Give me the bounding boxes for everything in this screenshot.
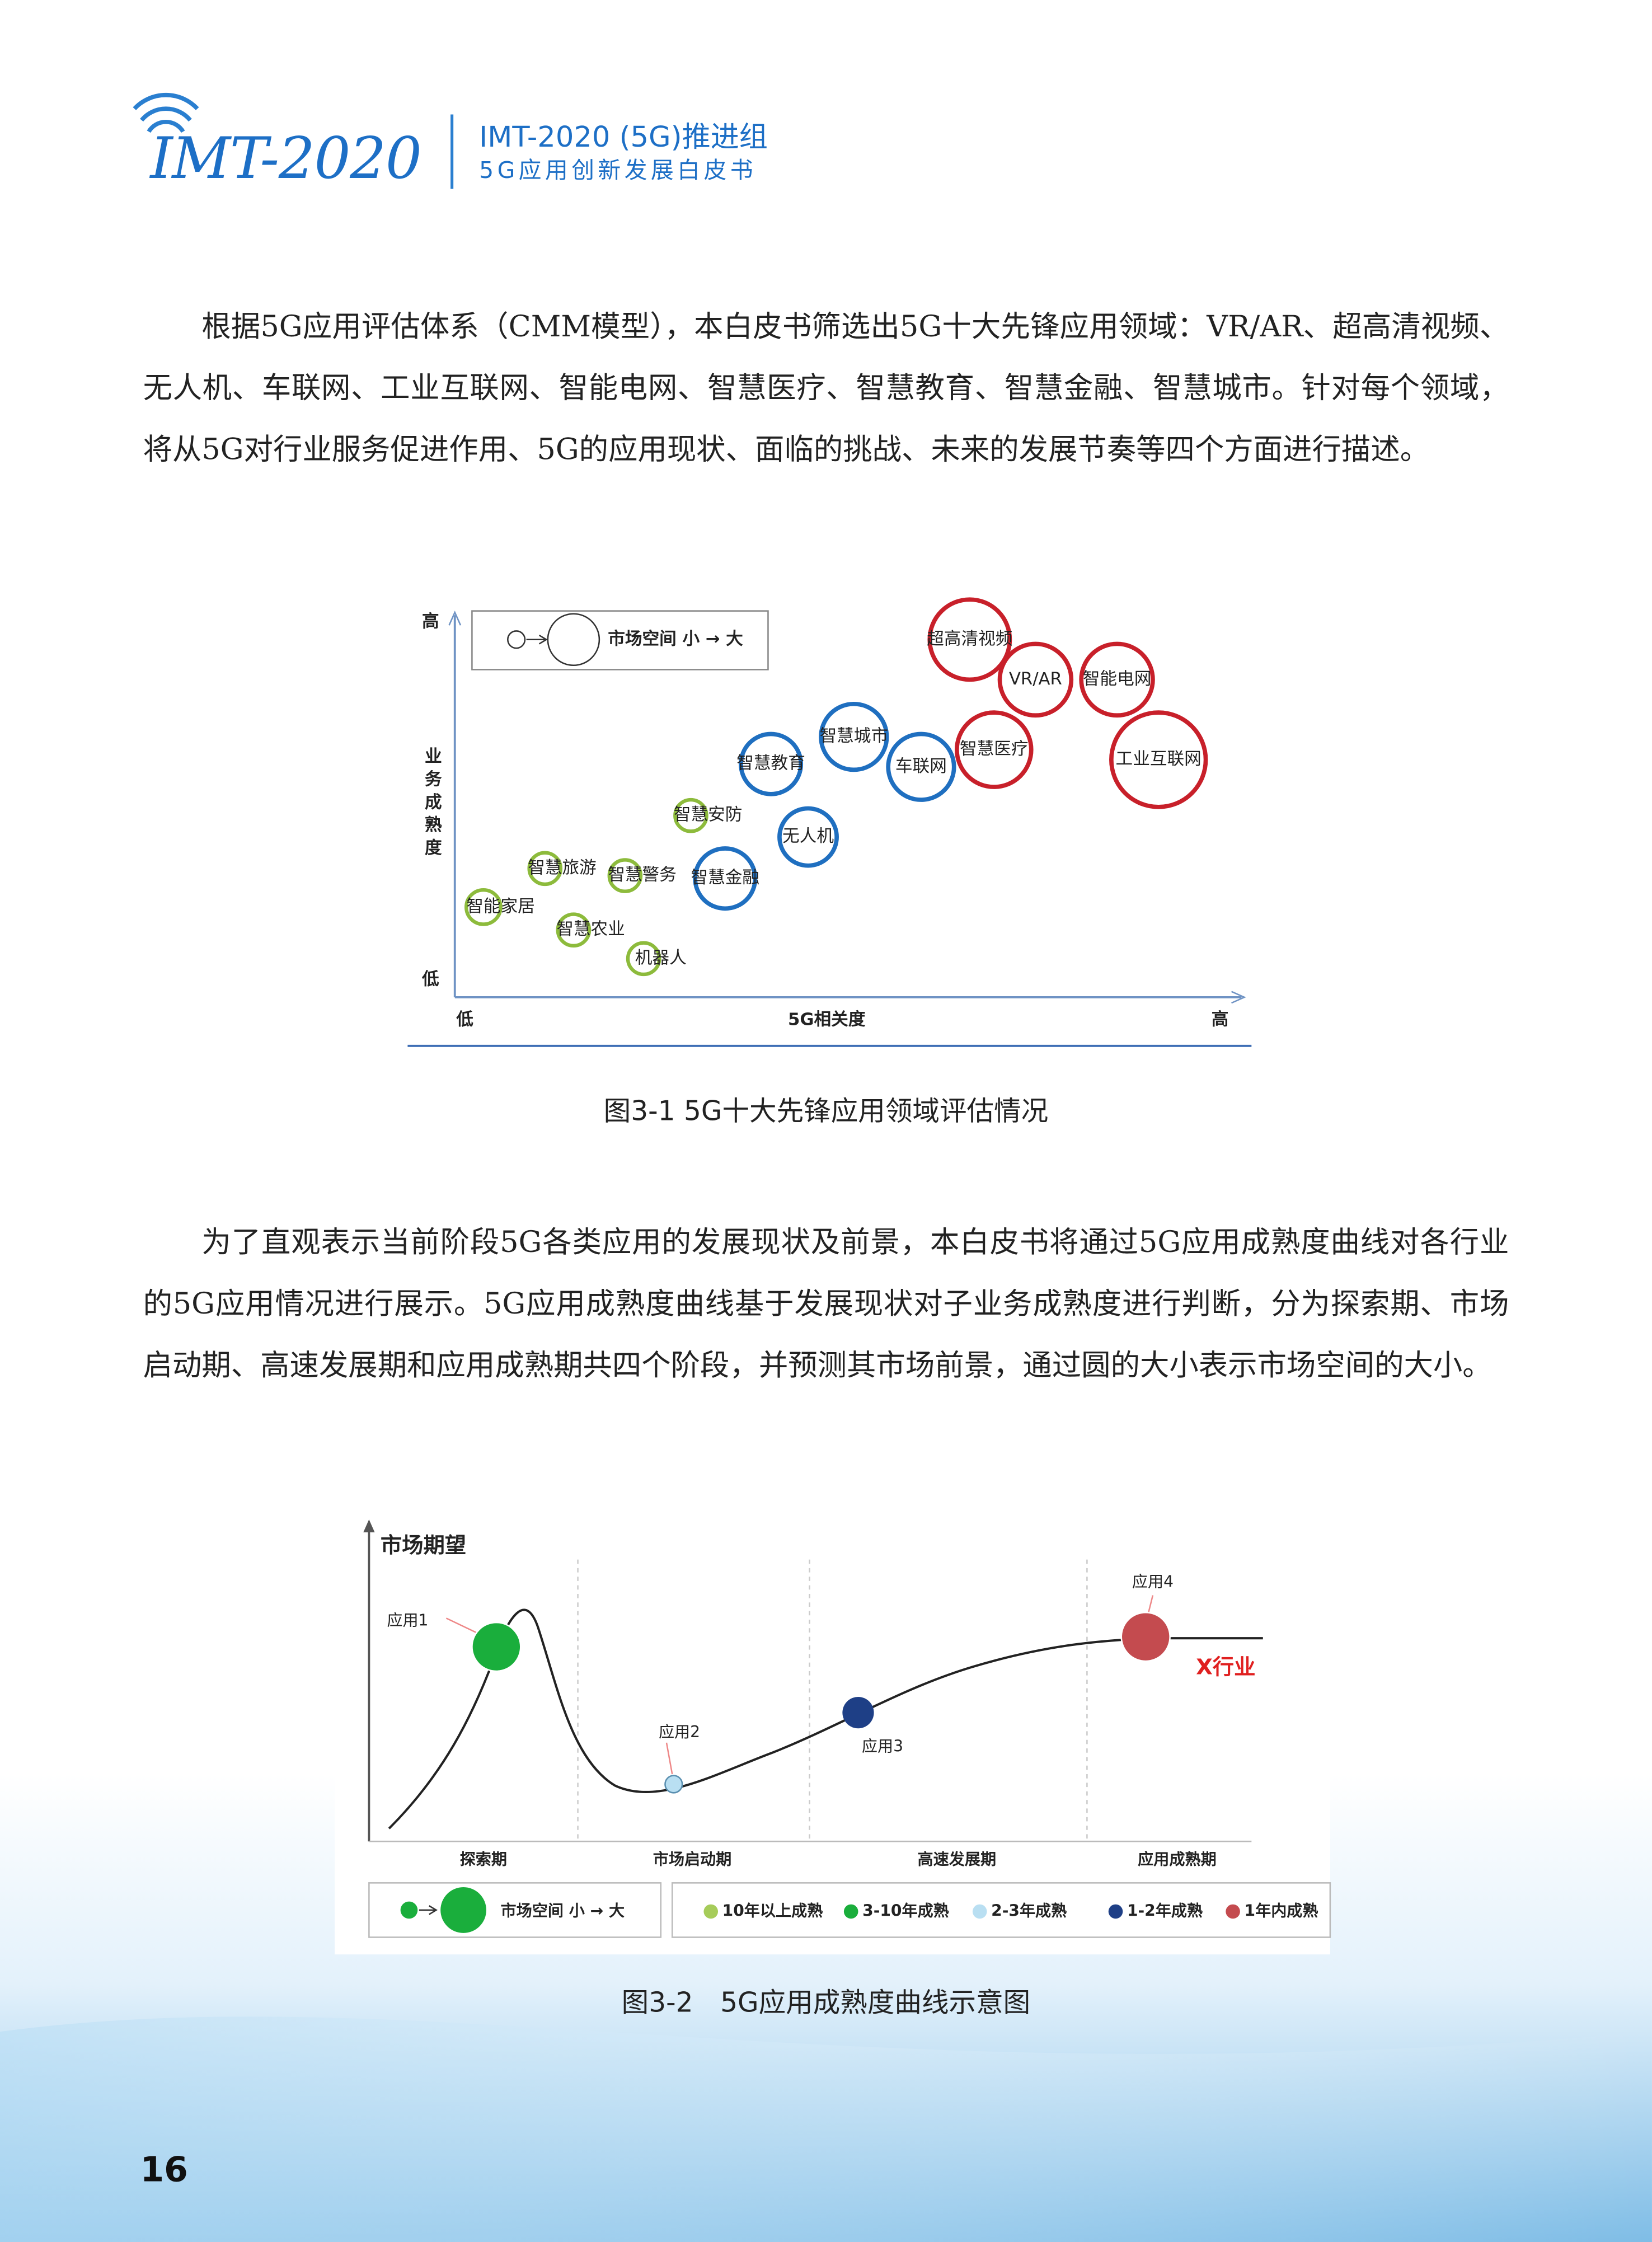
phase-label: 应用成熟期 (1138, 1850, 1217, 1868)
callout-line (1148, 1595, 1154, 1613)
app-label: 应用1 (387, 1611, 428, 1630)
y-arrow (363, 1519, 375, 1533)
callout-line (445, 1617, 480, 1635)
bubble-label: 智慧金融 (691, 868, 759, 888)
paragraph: 为了直观表示当前阶段5G各类应用的发展现状及前景，本白皮书将通过5G应用成熟度曲… (143, 1225, 1509, 1382)
bubble (819, 701, 889, 772)
legend-arrow (419, 1905, 438, 1915)
bubble-label: 智慧农业 (556, 920, 625, 939)
phase-label: 高速发展期 (918, 1850, 997, 1868)
industry-label: X行业 (1196, 1654, 1255, 1680)
bubble-label: 超高清视频 (927, 629, 1012, 649)
size-legend: 市场空间 小 → 大 (501, 1901, 625, 1920)
y-high: 高 (422, 612, 439, 632)
bubble-label: 智能电网 (1083, 669, 1152, 689)
bubble-label: 智慧教育 (736, 754, 805, 773)
bubble-label: 智慧旅游 (528, 858, 597, 878)
bubble-label: 智能家居 (466, 897, 535, 916)
bubble-label: 智慧医疗 (960, 739, 1029, 759)
bubble (464, 888, 503, 926)
app-circle (664, 1775, 683, 1794)
legend-small-circle (400, 1901, 418, 1919)
logo-text: IMT-2020 (149, 125, 422, 192)
bubble-label: 无人机 (782, 827, 834, 846)
legend-label: 2-3年成熟 (991, 1901, 1067, 1920)
app-label: 应用2 (659, 1723, 700, 1741)
legend-dot (1108, 1904, 1123, 1919)
legend-label: 1-2年成熟 (1127, 1901, 1203, 1920)
bubble (556, 912, 592, 948)
app-label: 应用3 (862, 1737, 903, 1755)
phase-label: 市场启动期 (653, 1850, 732, 1868)
bubble-label: 车联网 (895, 757, 947, 776)
figure-caption: 图3-2 5G应用成熟度曲线示意图 (621, 1987, 1031, 2019)
legend-arrow (526, 634, 548, 645)
figure-caption: 图3-1 5G十大先锋应用领域评估情况 (603, 1096, 1049, 1128)
legend-label: 10年以上成熟 (722, 1901, 823, 1920)
legend-dot (1226, 1904, 1240, 1919)
legend-box (671, 1882, 1331, 1938)
x-axis-label: 5G相关度 (788, 1010, 866, 1029)
legend-text: 市场空间 小 → 大 (608, 628, 743, 649)
bubble (607, 858, 643, 893)
callout-line (665, 1742, 673, 1775)
figure-2-background (335, 1509, 1330, 1955)
bubble (673, 798, 708, 833)
bubble (626, 941, 661, 977)
bubble-label: 智慧城市 (820, 726, 889, 746)
page-number: 16 (140, 2150, 187, 2189)
x-high: 高 (1212, 1010, 1229, 1029)
bubble-label: 智慧安防 (674, 805, 743, 825)
figure-2: 市场期望 X行业 市场空间 小 → 大 探索期 市场启动期 高速发展期 应用成熟期 应用… (335, 1509, 1331, 1955)
bubble-label: 智慧警务 (608, 865, 677, 885)
bubble (997, 641, 1074, 718)
header-subtitle: 5G应用创新发展白皮书 (479, 157, 757, 184)
bubble (693, 846, 758, 911)
header-title: IMT-2020 (5G)推进组 (479, 121, 768, 154)
y-arrow (448, 611, 462, 626)
legend-dot (843, 1904, 858, 1919)
bubble (777, 806, 839, 868)
y-axis-label: 市场期望 (381, 1533, 466, 1558)
legend-box (471, 610, 769, 670)
app-circle (842, 1697, 874, 1729)
app-circle (471, 1621, 522, 1672)
bubble-label: VR/AR (1009, 669, 1062, 689)
paragraph: 根据5G应用评估体系（CMM模型），本白皮书筛选出5G十大先锋应用领域：VR/A… (143, 309, 1509, 467)
bubble (886, 731, 956, 802)
legend-label: 1年内成熟 (1245, 1901, 1318, 1920)
bubble (954, 710, 1034, 789)
legend-big-circle (547, 613, 600, 667)
bubble (739, 731, 804, 796)
phase-label: 探索期 (460, 1850, 507, 1868)
logo: IMT-2020 (133, 92, 422, 192)
bubble-label: 机器人 (635, 948, 687, 968)
x-low: 低 (456, 1010, 473, 1029)
legend-label: 3-10年成熟 (862, 1901, 949, 1920)
y-low: 低 (421, 970, 439, 989)
legend-dot (703, 1904, 719, 1919)
bubble (1109, 710, 1208, 809)
y-axis-label: 业务成熟度 (421, 747, 442, 861)
bubble-label: 工业互联网 (1116, 749, 1202, 769)
app-circle (1120, 1611, 1171, 1662)
bubble (1079, 641, 1155, 718)
bubble (927, 597, 1012, 682)
app-label: 应用4 (1132, 1572, 1174, 1591)
figure-1: 高 低 业务成熟度 低 5G相关度 高 市场空间 小 → 大 超高清视频 VR/A… (407, 597, 1252, 1047)
bubble (527, 851, 563, 887)
x-arrow (1231, 991, 1246, 1004)
legend-dot (972, 1904, 987, 1919)
legend-big-circle (440, 1887, 486, 1933)
legend-small-circle (507, 630, 526, 649)
background-wave (0, 2016, 1652, 2242)
